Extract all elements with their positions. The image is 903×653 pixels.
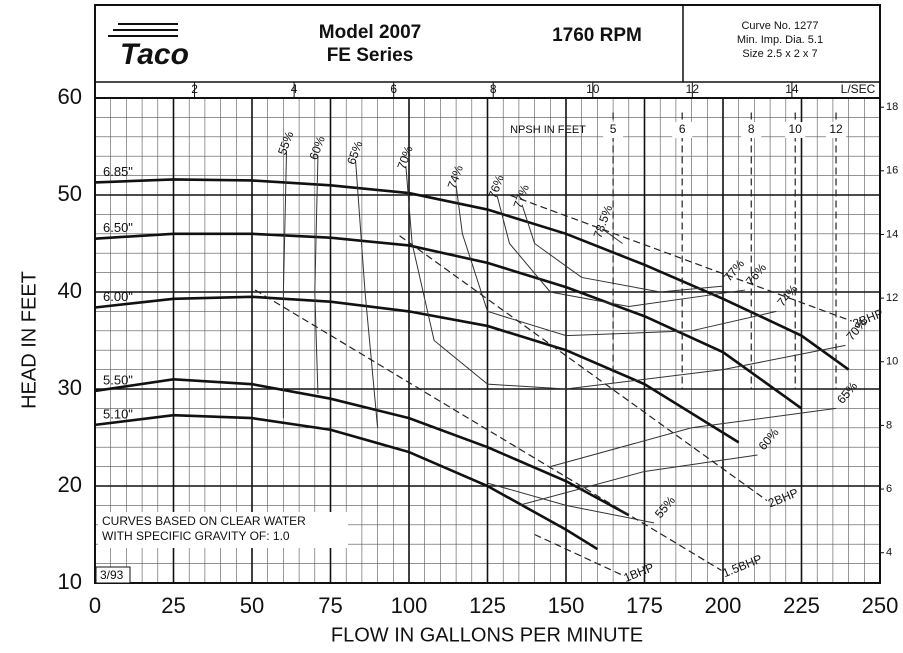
npsh-label-bg <box>826 122 847 138</box>
curve <box>455 185 777 337</box>
impeller-label: 5.50" <box>103 372 133 387</box>
curve <box>509 194 852 322</box>
x-tick-label: 0 <box>89 593 101 618</box>
y2-tick-label: 10 <box>886 356 898 368</box>
x2-tick-label: 6 <box>390 82 397 96</box>
curve <box>496 194 746 308</box>
efficiency-label: 55% <box>275 129 296 157</box>
curve <box>399 235 768 502</box>
npsh-label-bg <box>603 122 624 138</box>
rpm: 1760 RPM <box>552 25 642 46</box>
x-tick-label: 200 <box>705 593 742 618</box>
x2-tick-label: 8 <box>490 82 497 96</box>
date: 3/93 <box>100 568 124 582</box>
x-tick-label: 25 <box>161 593 185 618</box>
x-tick-label: 225 <box>783 593 820 618</box>
x2-tick-label: 4 <box>291 82 298 96</box>
x-tick-label: 75 <box>318 593 342 618</box>
curve <box>405 165 846 390</box>
curve <box>254 289 722 571</box>
note: WITH SPECIFIC GRAVITY OF: 1.0 <box>102 529 290 543</box>
model: Model 2007 <box>319 22 421 43</box>
bhp-label: 1.5BHP <box>720 552 764 580</box>
y2-tick-label: 4 <box>886 547 892 559</box>
x2-tick-label: 2 <box>191 82 198 96</box>
x-axis-label: FLOW IN GALLONS PER MINUTE <box>331 624 643 646</box>
npsh-label: NPSH IN FEET <box>510 124 586 136</box>
npsh-label-bg <box>672 122 693 138</box>
curve <box>314 156 758 506</box>
efficiency-label: 60% <box>306 134 327 162</box>
note-box <box>98 512 348 548</box>
x2-axis-label: L/SEC <box>841 82 876 96</box>
x2-tick-label: 10 <box>586 82 600 96</box>
y-tick-label: 40 <box>58 278 82 303</box>
x2-tick-label: 14 <box>785 82 799 96</box>
y-tick-label: 60 <box>58 84 82 109</box>
curve <box>94 178 850 371</box>
curve <box>355 161 837 468</box>
efficiency-label: 76% <box>743 260 769 288</box>
x2-tick-label: 12 <box>686 82 700 96</box>
curve <box>94 295 740 444</box>
x-tick-label: 100 <box>391 593 428 618</box>
efficiency-label: 76% <box>485 173 506 201</box>
x-tick-label: 50 <box>240 593 264 618</box>
y-tick-label: 50 <box>58 181 82 206</box>
x-tick-label: 175 <box>626 593 663 618</box>
curve <box>534 533 623 576</box>
curve <box>94 413 599 551</box>
curve-no: Curve No. 1277 <box>741 20 818 32</box>
npsh-label-bg <box>785 122 806 138</box>
logo: Taco <box>120 38 189 71</box>
y-tick-label: 30 <box>58 375 82 400</box>
y-tick-label: 10 <box>58 569 82 594</box>
logo-stripes <box>108 23 178 37</box>
y-axis-label: HEAD IN FEET <box>18 271 40 409</box>
npsh-value: 6 <box>679 122 686 136</box>
bhp-label: 2BHP <box>766 486 800 511</box>
efficiency-label: 65% <box>344 139 365 167</box>
efficiency-label: 78.5% <box>591 203 616 240</box>
npsh-value: 12 <box>829 122 843 136</box>
npsh-value: 8 <box>748 122 755 136</box>
series: FE Series <box>327 45 414 66</box>
efficiency-label: 55% <box>652 493 678 521</box>
date-box <box>95 566 131 584</box>
efficiency-label: 65% <box>834 379 860 407</box>
min-imp: Min. Imp. Dia. 5.1 <box>737 34 823 46</box>
curve <box>94 377 630 517</box>
curve <box>282 151 655 524</box>
npsh-value: 5 <box>610 122 617 136</box>
npsh-value: 10 <box>789 122 803 136</box>
impeller-label: 5.10" <box>103 406 133 421</box>
size: Size 2.5 x 2 x 7 <box>742 48 817 60</box>
x-tick-label: 125 <box>469 593 506 618</box>
impeller-label: 6.50" <box>103 220 133 235</box>
curve <box>94 232 803 410</box>
y2-tick-label: 14 <box>886 228 898 240</box>
npsh-label-bg <box>741 122 762 138</box>
efficiency-label: 74% <box>445 163 466 191</box>
y2-tick-label: 18 <box>886 101 898 113</box>
note: CURVES BASED ON CLEAR WATER <box>102 514 306 528</box>
efficiency-label: 60% <box>756 425 782 453</box>
y2-tick-label: 8 <box>886 419 892 431</box>
bhp-label: 1BHP <box>622 560 656 585</box>
y2-tick-label: 12 <box>886 292 898 304</box>
curve <box>521 204 724 293</box>
y2-tick-label: 16 <box>886 165 898 177</box>
impeller-label: 6.85" <box>103 164 133 179</box>
y2-tick-label: 6 <box>886 483 892 495</box>
x-tick-label: 150 <box>548 593 585 618</box>
y-tick-label: 20 <box>58 472 82 497</box>
efficiency-label: 70% <box>394 144 415 172</box>
efficiency-label: 74% <box>774 282 800 310</box>
plot-frame <box>94 97 881 584</box>
impeller-label: 6.00" <box>103 289 133 304</box>
x-tick-label: 250 <box>862 593 899 618</box>
